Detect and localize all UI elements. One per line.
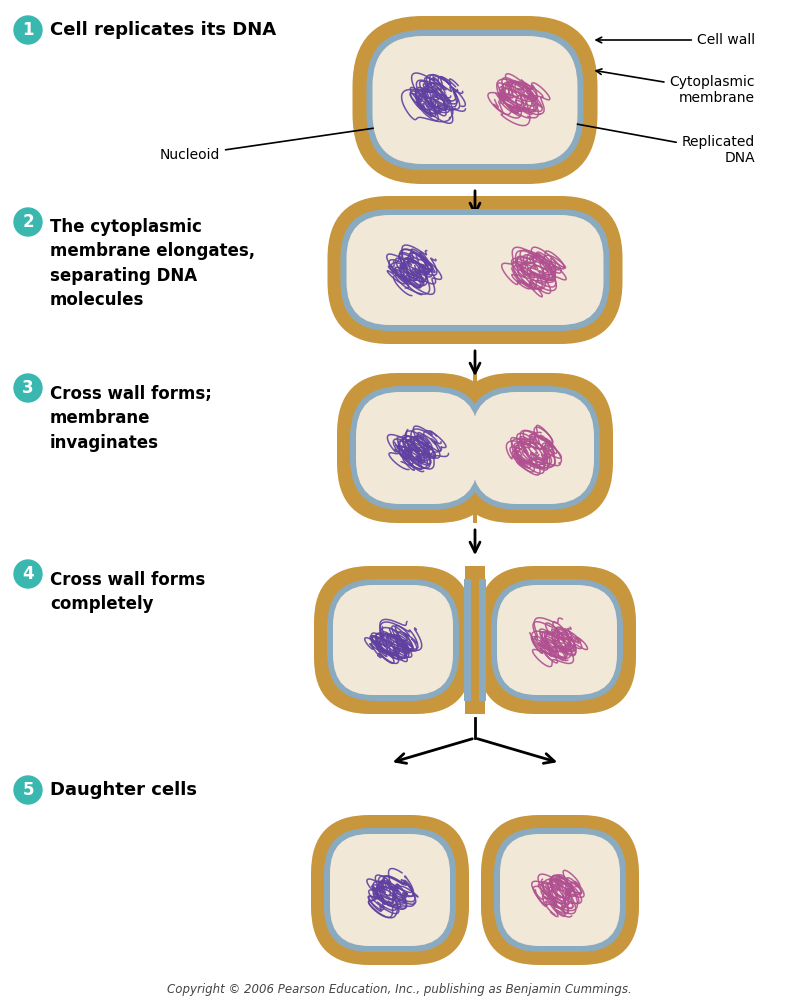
FancyBboxPatch shape bbox=[327, 579, 459, 701]
Bar bbox=[464, 579, 471, 701]
FancyBboxPatch shape bbox=[373, 36, 578, 164]
Text: Cell wall: Cell wall bbox=[596, 33, 755, 47]
FancyBboxPatch shape bbox=[466, 386, 600, 510]
Bar bbox=[479, 579, 486, 701]
FancyBboxPatch shape bbox=[366, 30, 583, 170]
Bar bbox=[466, 566, 484, 714]
FancyBboxPatch shape bbox=[330, 834, 450, 946]
FancyBboxPatch shape bbox=[497, 585, 617, 695]
FancyBboxPatch shape bbox=[341, 209, 610, 331]
FancyBboxPatch shape bbox=[327, 196, 622, 344]
FancyBboxPatch shape bbox=[500, 834, 620, 946]
FancyBboxPatch shape bbox=[311, 815, 469, 965]
Text: Cross wall forms;
membrane
invaginates: Cross wall forms; membrane invaginates bbox=[50, 385, 212, 452]
Text: 1: 1 bbox=[22, 21, 34, 39]
Text: Cell replicates its DNA: Cell replicates its DNA bbox=[50, 21, 276, 39]
Polygon shape bbox=[445, 418, 505, 478]
FancyBboxPatch shape bbox=[346, 215, 603, 325]
Text: 3: 3 bbox=[22, 379, 34, 397]
Circle shape bbox=[14, 208, 42, 236]
Text: 5: 5 bbox=[22, 781, 34, 799]
Text: 4: 4 bbox=[22, 565, 34, 583]
Text: Nucleoid: Nucleoid bbox=[160, 119, 425, 162]
FancyBboxPatch shape bbox=[481, 815, 639, 965]
Text: Cytoplasmic
membrane: Cytoplasmic membrane bbox=[596, 69, 755, 105]
Text: The cytoplasmic
membrane elongates,
separating DNA
molecules: The cytoplasmic membrane elongates, sepa… bbox=[50, 218, 255, 308]
FancyBboxPatch shape bbox=[314, 566, 472, 714]
Circle shape bbox=[14, 16, 42, 44]
FancyBboxPatch shape bbox=[472, 392, 594, 504]
Polygon shape bbox=[455, 428, 495, 468]
Circle shape bbox=[14, 374, 42, 402]
FancyBboxPatch shape bbox=[324, 828, 456, 952]
FancyBboxPatch shape bbox=[478, 566, 636, 714]
FancyBboxPatch shape bbox=[494, 828, 626, 952]
Text: Cross wall forms
completely: Cross wall forms completely bbox=[50, 571, 205, 613]
Circle shape bbox=[14, 560, 42, 588]
FancyBboxPatch shape bbox=[491, 579, 623, 701]
FancyBboxPatch shape bbox=[333, 585, 453, 695]
Text: Daughter cells: Daughter cells bbox=[50, 781, 197, 799]
Text: 2: 2 bbox=[22, 213, 34, 231]
Text: Copyright © 2006 Pearson Education, Inc., publishing as Benjamin Cummings.: Copyright © 2006 Pearson Education, Inc.… bbox=[167, 984, 631, 997]
Text: Replicated
DNA: Replicated DNA bbox=[504, 109, 755, 165]
FancyBboxPatch shape bbox=[337, 373, 497, 523]
FancyBboxPatch shape bbox=[356, 392, 478, 504]
FancyBboxPatch shape bbox=[350, 386, 484, 510]
FancyBboxPatch shape bbox=[453, 373, 613, 523]
Bar bbox=[465, 566, 485, 714]
Circle shape bbox=[14, 776, 42, 804]
FancyBboxPatch shape bbox=[353, 16, 598, 184]
Bar bbox=[473, 373, 477, 523]
